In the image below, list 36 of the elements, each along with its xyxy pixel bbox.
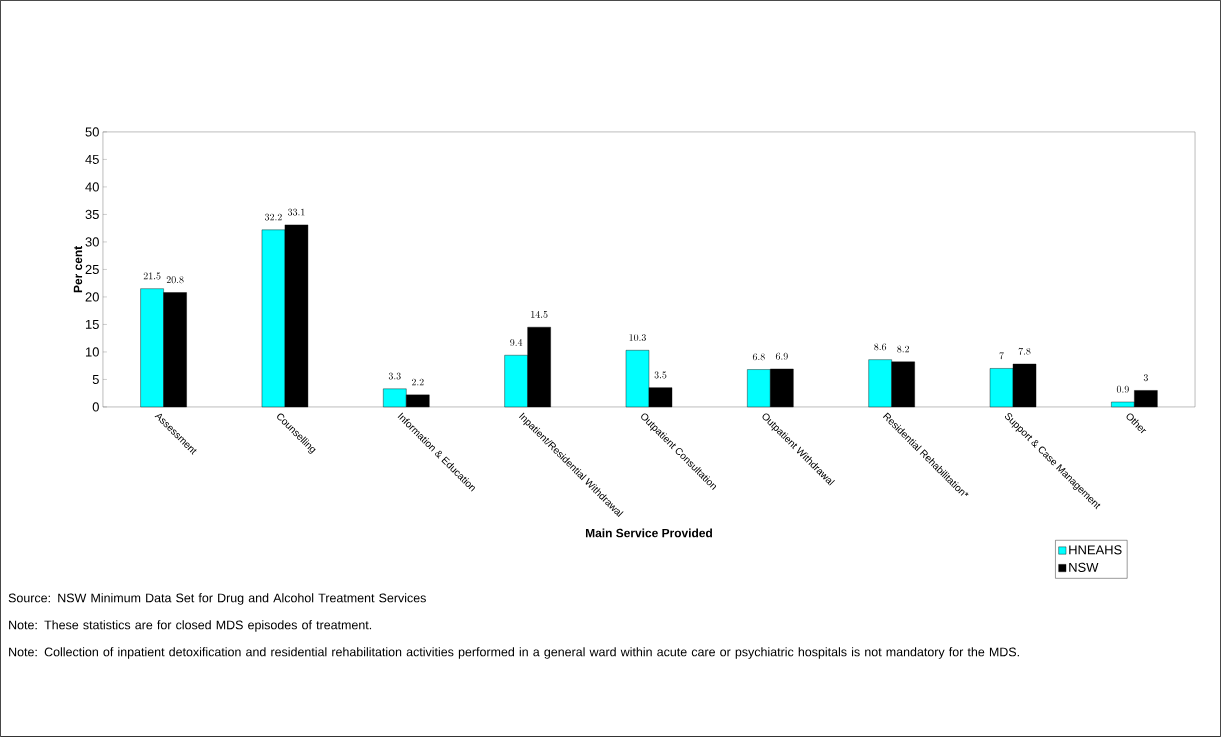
data-label: 33. 1 [288, 208, 305, 216]
x-axis-title: Main Service Provided [585, 528, 712, 538]
source-note: Source: NSW Minimum Data Set for Drug and Alcohol Treatment Services [8, 593, 426, 605]
y-tick-label: 50 [85, 127, 99, 137]
data-label: 10.3 [629, 334, 646, 342]
data-label: 0.9 [1116, 385, 1129, 393]
y-tick-label: 30 [85, 237, 99, 247]
y-tick-label: 0 [92, 402, 99, 412]
data-label: 2.2 [411, 378, 424, 386]
legend-label: NSW [1069, 562, 1099, 572]
data-label: 9.4 [510, 339, 523, 346]
data-label: 7 [999, 352, 1004, 360]
data-label: 14.5 [531, 310, 548, 318]
y-tick-label: 15 [85, 319, 99, 329]
y-tick-label: 5 [92, 374, 99, 385]
y-tick-label: 20 [85, 292, 99, 302]
data-label: 6.8 [752, 353, 765, 361]
data-label: 3 [1143, 374, 1148, 382]
y-axis-title: Per cent [73, 246, 83, 293]
y-tick-label: 40 [85, 182, 99, 192]
y-tick-label: 45 [85, 154, 99, 164]
data-label: 8.2 [897, 345, 910, 353]
data-label: 6.9 [775, 352, 788, 360]
text: Note: Collection of inpatient detoxification and residential rehabilitation activities performed in a general ward within acute care or psychiatric hospitals is not mandatory for the MDS. [9, 647, 1019, 659]
y-tick-label: 25 [85, 264, 99, 275]
data-label: 3.5 [654, 371, 667, 379]
data-label: 32.2 [265, 213, 282, 221]
data-label: 20.8 [166, 276, 184, 284]
data-label: 7.8 [1018, 347, 1031, 355]
y-tick-label: 10 [85, 347, 99, 357]
data-label: 3.3 [388, 372, 401, 380]
data-label: 21 .5 [143, 272, 161, 280]
text: Note: These statistics are for closed MDS episodes of treatment. [9, 620, 372, 632]
y-tick-label: 35 [85, 209, 99, 220]
legend-label: HNEAHS [1069, 545, 1122, 555]
data-label: 8.6 [874, 343, 887, 351]
